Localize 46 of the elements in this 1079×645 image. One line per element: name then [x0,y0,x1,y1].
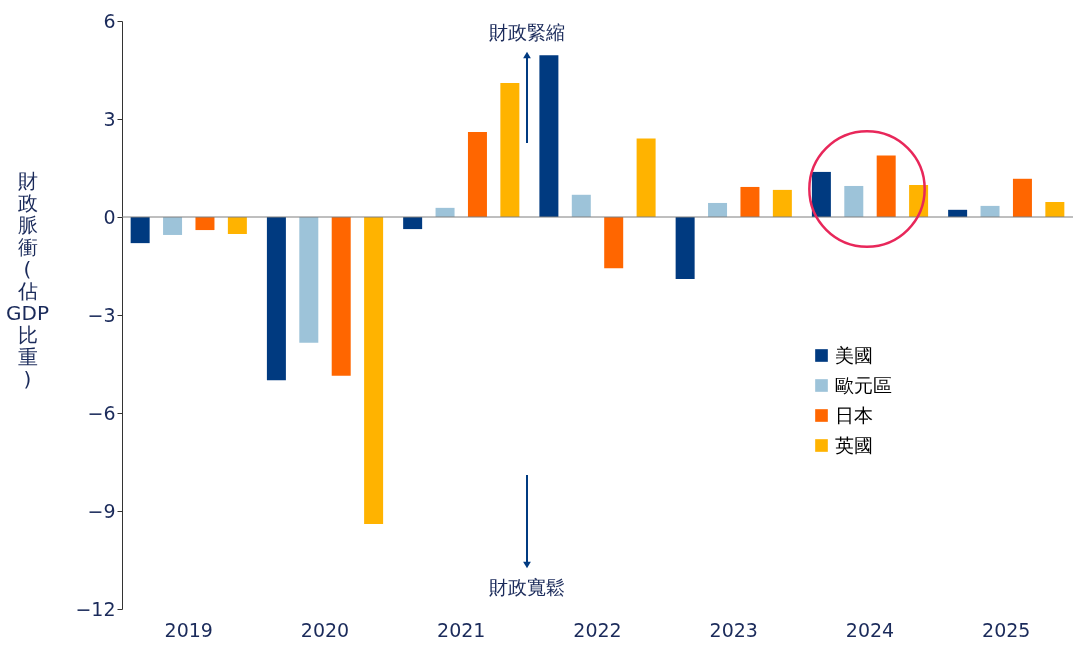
y-tick-label: −3 [87,303,116,326]
y-tick-label: −12 [75,597,116,620]
annotation: 財政緊縮 [489,21,565,43]
y-tick-label: 3 [103,107,116,130]
legend-label: 英國 [835,433,873,456]
annotation: 財政寬鬆 [489,576,565,598]
bar [539,55,559,217]
bar [772,189,792,217]
y-tick-label: 6 [103,9,116,32]
x-tick-label: 2023 [709,618,758,641]
bar [876,155,896,217]
bar [980,205,1000,217]
bar [740,186,760,217]
bar [195,217,215,231]
bar [403,217,423,230]
bar [1045,201,1065,217]
x-tick-label: 2020 [300,618,350,641]
x-tick-label: 2019 [164,618,213,641]
bar [708,202,728,217]
x-tick-label: 2025 [982,618,1031,641]
bar [266,217,286,381]
x-tick-label: 2024 [845,618,895,641]
y-tick-label: −9 [87,499,116,522]
legend-label: 歐元區 [835,373,892,396]
bar [571,194,591,217]
bar [364,217,384,525]
legend-label: 美國 [835,343,873,366]
x-tick-label: 2022 [573,618,622,641]
bar [130,217,150,244]
bar [675,217,695,280]
bar [844,185,864,217]
y-tick-label: 0 [103,205,116,228]
bar [500,83,520,217]
bar [163,217,183,235]
bar [331,217,351,376]
bar [604,217,624,269]
bar [467,132,487,217]
bar [636,138,656,217]
legend-label: 日本 [835,403,873,426]
x-tick-label: 2021 [437,618,486,641]
text: 財政脈衝(佔GDP比重) [6,168,49,391]
bar [1012,178,1032,217]
y-tick-label: −6 [87,401,116,424]
bar [299,217,319,343]
bar [227,217,247,234]
bar [811,171,831,217]
